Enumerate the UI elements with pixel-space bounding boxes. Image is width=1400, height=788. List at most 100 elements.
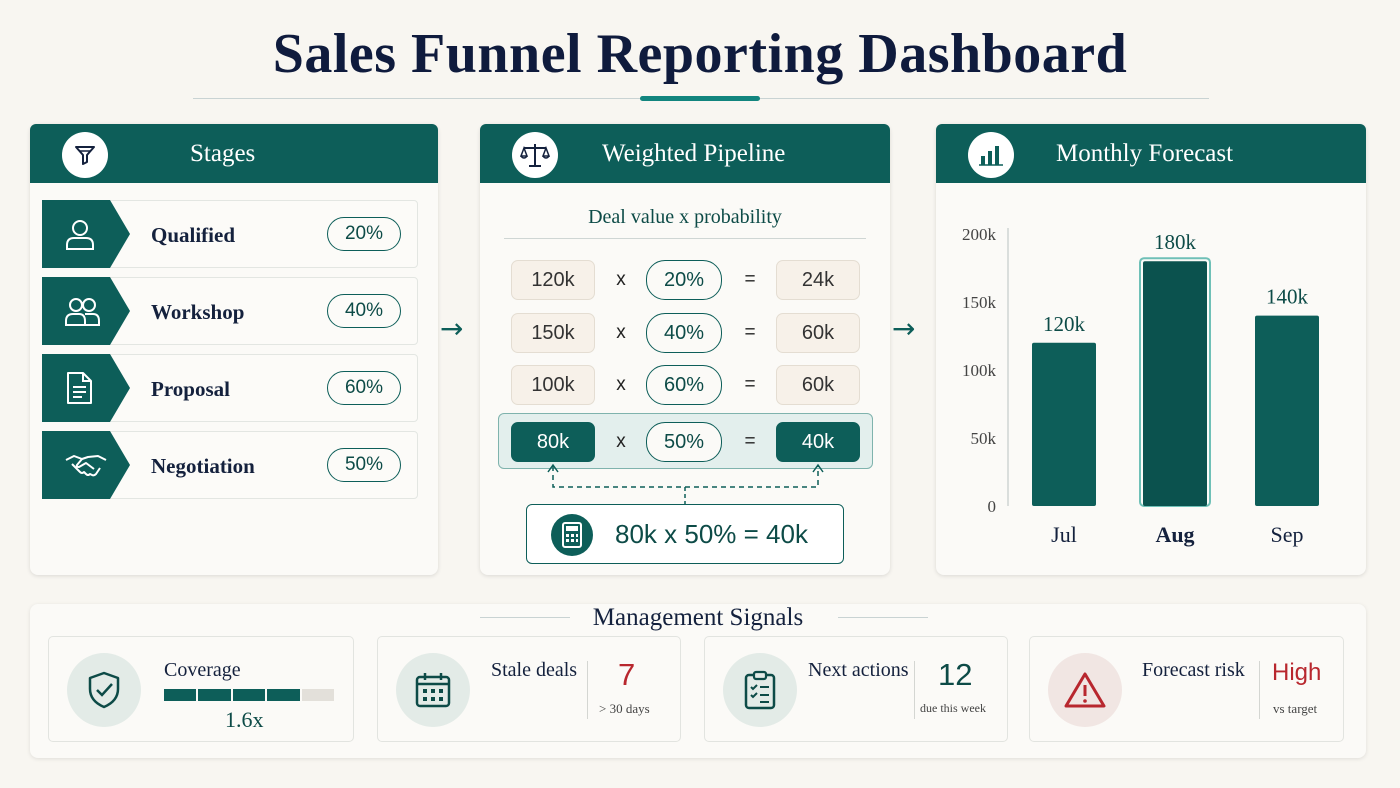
stage-label: Negotiation xyxy=(151,454,255,478)
signal-label: Stale deals xyxy=(491,659,578,681)
signal-note: > 30 days xyxy=(599,701,650,716)
signal-card-actions[interactable]: Next actions 12 due this week xyxy=(704,636,1008,742)
handshake-icon xyxy=(42,431,130,499)
stage-label: Proposal xyxy=(151,377,230,401)
stage-row-workshop[interactable]: Workshop 40% xyxy=(42,277,418,345)
clipboard-check-icon xyxy=(723,653,797,727)
stages-header-label: Stages xyxy=(190,140,256,167)
connector-lines xyxy=(547,463,824,504)
stages-header: Stages xyxy=(30,124,438,183)
coverage-bar-segment xyxy=(232,689,266,701)
signals-section: Management Signals Coverage 1.6x Stale d… xyxy=(30,604,1366,758)
y-tick-label: 200k xyxy=(962,225,997,244)
stage-pct: 20% xyxy=(327,217,401,251)
calculator-icon xyxy=(551,514,593,556)
signal-divider xyxy=(1259,661,1260,719)
page-title: Sales Funnel Reporting Dashboard xyxy=(272,23,1128,85)
pipeline-card: Weighted Pipeline Deal value x probabili… xyxy=(480,124,890,575)
stage-row-proposal[interactable]: Proposal 60% xyxy=(42,354,418,422)
signal-label: Next actions xyxy=(808,659,909,681)
document-icon xyxy=(42,354,130,422)
signals-title: Management Signals xyxy=(592,604,804,631)
signal-value: 1.6x xyxy=(225,707,264,732)
probability: 40% xyxy=(646,313,722,353)
signal-label: Coverage xyxy=(164,659,241,681)
x-tick-label: Jul xyxy=(1051,522,1077,547)
signal-divider xyxy=(914,661,915,719)
bar-sep xyxy=(1255,315,1319,506)
pipeline-subtitle: Deal value x probability xyxy=(588,206,782,228)
deal-value: 150k xyxy=(511,313,595,353)
signal-card-coverage[interactable]: Coverage 1.6x xyxy=(48,636,354,742)
equals-sign: = xyxy=(744,431,756,452)
y-tick-label: 100k xyxy=(962,361,997,380)
scale-icon xyxy=(512,132,558,178)
stage-label: Workshop xyxy=(151,300,245,324)
signal-divider xyxy=(587,661,588,719)
pipeline-header-label: Weighted Pipeline xyxy=(602,140,786,167)
title-accent xyxy=(640,96,760,101)
weighted-result: 40k xyxy=(776,422,860,462)
stage-label: Qualified xyxy=(151,223,236,247)
coverage-bar-segment xyxy=(198,689,231,701)
signal-note: due this week xyxy=(920,701,986,715)
stages-card: Stages Qualified 20% Workshop 40% Propos… xyxy=(30,124,438,575)
warning-icon xyxy=(1048,653,1122,727)
stage-pct: 40% xyxy=(327,294,401,328)
coverage-bar xyxy=(164,689,335,701)
signal-value: 7 xyxy=(618,657,636,692)
times-sign: x xyxy=(616,269,626,290)
coverage-bar-segment xyxy=(164,689,197,701)
times-sign: x xyxy=(616,431,626,452)
deal-value: 100k xyxy=(511,365,595,405)
signal-value: 12 xyxy=(938,657,973,692)
y-tick-label: 0 xyxy=(988,497,997,516)
bar-jul xyxy=(1032,342,1096,506)
calendar-icon xyxy=(396,653,470,727)
arrow-right-icon: → xyxy=(440,312,464,345)
signal-card-risk[interactable]: Forecast risk High vs target xyxy=(1029,636,1344,742)
stage-row-negotiation[interactable]: Negotiation 50% xyxy=(42,431,418,499)
signal-card-stale[interactable]: Stale deals 7 > 30 days xyxy=(377,636,681,742)
signal-value: High xyxy=(1272,659,1322,686)
stage-row-qualified[interactable]: Qualified 20% xyxy=(42,200,418,268)
y-tick-label: 50k xyxy=(971,429,997,448)
bar-value-label: 140k xyxy=(1266,285,1309,309)
equals-sign: = xyxy=(744,269,756,290)
stage-pct: 60% xyxy=(327,371,401,405)
times-sign: x xyxy=(616,374,626,395)
signals-rule-right xyxy=(838,617,928,618)
formula-text: 80k x 50% = 40k xyxy=(615,519,808,549)
signals-rule-left xyxy=(480,617,570,618)
weighted-result: 24k xyxy=(776,260,860,300)
forecast-header: Monthly Forecast xyxy=(936,124,1366,183)
forecast-card: Monthly Forecast 0 50k 100k 150k 200k 120k Jul… xyxy=(936,124,1366,575)
probability: 50% xyxy=(646,422,722,462)
formula-box: 80k x 50% = 40k xyxy=(526,504,844,564)
forecast-header-label: Monthly Forecast xyxy=(1056,140,1234,167)
signal-note: vs target xyxy=(1273,701,1318,716)
weighted-result: 60k xyxy=(776,313,860,353)
users-icon xyxy=(42,277,130,345)
stage-pct: 50% xyxy=(327,448,401,482)
deal-value: 120k xyxy=(511,260,595,300)
y-tick-label: 150k xyxy=(962,293,997,312)
arrow-right-icon: → xyxy=(892,312,916,345)
bar-chart-icon xyxy=(968,132,1014,178)
bar-value-label: 180k xyxy=(1154,230,1197,254)
user-icon xyxy=(42,200,130,268)
equals-sign: = xyxy=(744,374,756,395)
shield-check-icon xyxy=(67,653,141,727)
weighted-result: 60k xyxy=(776,365,860,405)
bar-aug xyxy=(1143,261,1207,506)
forecast-chart: 0 50k 100k 150k 200k 120k Jul 180k Aug 140k Sep xyxy=(962,225,1319,547)
signal-label: Forecast risk xyxy=(1142,659,1245,681)
coverage-bar-segment xyxy=(267,689,300,701)
equals-sign: = xyxy=(744,322,756,343)
funnel-icon xyxy=(62,132,108,178)
probability: 20% xyxy=(646,260,722,300)
times-sign: x xyxy=(616,322,626,343)
bar-value-label: 120k xyxy=(1043,312,1086,336)
probability: 60% xyxy=(646,365,722,405)
pipeline-header: Weighted Pipeline xyxy=(480,124,890,183)
